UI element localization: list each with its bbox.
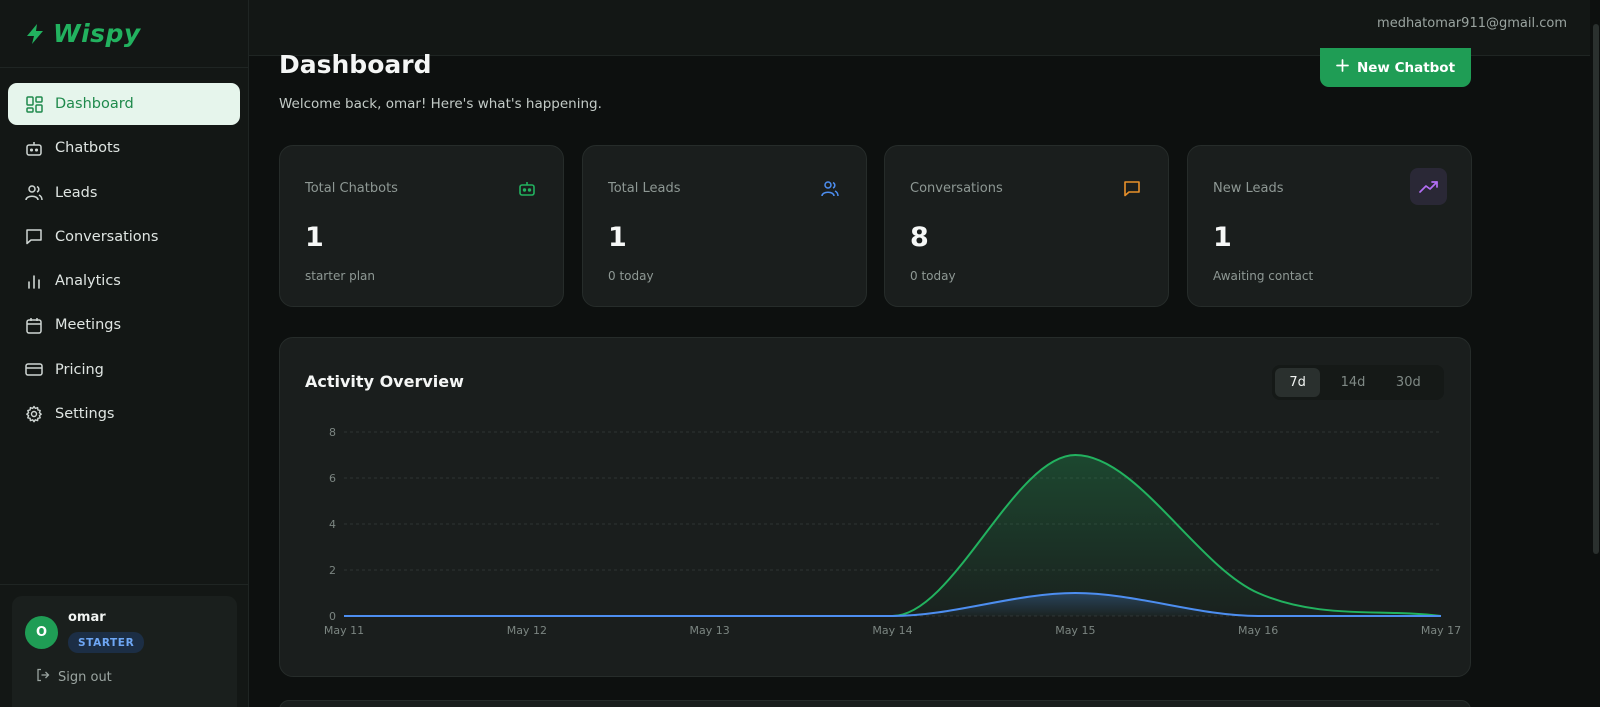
x-tick-label: May 14	[872, 624, 912, 637]
stat-sub: Awaiting contact	[1213, 269, 1314, 283]
bot-icon	[25, 139, 43, 157]
series-area-0	[344, 455, 1441, 616]
user-card: O omar STARTER Sign out	[12, 596, 237, 707]
stat-value: 1	[608, 222, 627, 253]
sidebar-item-analytics[interactable]: Analytics	[8, 260, 240, 302]
sidebar-item-label: Settings	[55, 406, 115, 423]
user-email[interactable]: medhatomar911@gmail.com	[1377, 16, 1567, 31]
sidebar-nav: Dashboard Chatbots Leads Conversations A…	[0, 68, 248, 435]
tab-30d[interactable]: 30d	[1395, 375, 1421, 390]
sidebar-item-pricing[interactable]: Pricing	[8, 349, 240, 391]
new-chatbot-button[interactable]: New Chatbot	[1320, 48, 1471, 87]
sign-out-icon	[36, 668, 50, 686]
stat-card-conversations[interactable]: Conversations 8 0 today	[884, 145, 1169, 307]
range-tabs: 7d 14d 30d	[1272, 365, 1444, 400]
page-subtitle: Welcome back, omar! Here's what's happen…	[279, 96, 602, 112]
series-line-0	[344, 453, 1442, 617]
stat-sub: 0 today	[608, 269, 654, 283]
sidebar-item-label: Dashboard	[55, 96, 134, 112]
plan-badge: STARTER	[68, 632, 145, 653]
y-tick-label: 2	[329, 564, 336, 577]
x-tick-label: May 12	[507, 624, 547, 637]
sidebar-item-settings[interactable]: Settings	[8, 393, 240, 435]
series-line-1	[344, 591, 1441, 617]
scroll-thumb[interactable]	[1593, 24, 1599, 554]
chart-title: Activity Overview	[305, 372, 464, 391]
page-title: Dashboard	[279, 50, 432, 79]
sidebar-item-leads[interactable]: Leads	[8, 172, 240, 214]
brand-name: Wispy	[53, 19, 141, 48]
stat-sub: starter plan	[305, 269, 375, 283]
stat-card-total-chatbots[interactable]: Total Chatbots 1 starter plan	[279, 145, 564, 307]
bot-icon	[515, 176, 539, 200]
sidebar-item-label: Analytics	[55, 273, 121, 290]
sidebar-item-chatbots[interactable]: Chatbots	[8, 127, 240, 169]
sidebar-item-meetings[interactable]: Meetings	[8, 304, 240, 346]
tab-14d[interactable]: 14d	[1340, 375, 1366, 390]
sidebar-item-label: Leads	[55, 184, 98, 201]
x-tick-label: May 16	[1238, 624, 1278, 637]
gear-icon	[25, 405, 43, 423]
stat-card-new-leads[interactable]: New Leads 1 Awaiting contact	[1187, 145, 1472, 307]
activity-overview-card: Activity Overview 7d 14d 30d 0 2 4 6 8 May 11…	[279, 337, 1471, 677]
stat-label: Total Chatbots	[305, 181, 398, 196]
users-icon	[818, 176, 842, 200]
plus-icon	[1336, 59, 1349, 76]
user-name: omar	[68, 610, 106, 625]
sidebar-divider	[0, 584, 249, 585]
y-tick-label: 8	[329, 426, 336, 439]
sidebar-item-dashboard[interactable]: Dashboard	[8, 83, 240, 125]
topbar: medhatomar911@gmail.com	[249, 0, 1600, 56]
credit-card-icon	[25, 361, 43, 379]
lightning-icon	[25, 23, 45, 45]
new-chatbot-label: New Chatbot	[1356, 59, 1456, 76]
sidebar: Wispy Dashboard Chatbots Leads Conversat…	[0, 0, 249, 707]
calendar-icon	[25, 316, 43, 334]
stat-label: Conversations	[910, 181, 1003, 196]
stat-label: Total Leads	[608, 181, 681, 196]
tab-7d[interactable]: 7d	[1275, 368, 1321, 397]
stat-sub: 0 today	[910, 269, 956, 283]
stat-value: 1	[305, 222, 324, 253]
scrollbar[interactable]	[1590, 0, 1600, 707]
activity-chart: 0 2 4 6 8 May 11 May 12 May 13 May 14 May 15 May 1…	[324, 426, 1461, 637]
next-section-card	[279, 700, 1471, 707]
stat-card-total-leads[interactable]: Total Leads 1 0 today	[582, 145, 867, 307]
series-area-1	[344, 593, 1441, 616]
message-icon	[25, 228, 43, 246]
sidebar-item-conversations[interactable]: Conversations	[8, 216, 240, 258]
sidebar-item-label: Pricing	[55, 361, 104, 378]
sidebar-item-label: Chatbots	[55, 140, 121, 157]
x-tick-label: May 17	[1421, 624, 1461, 637]
sidebar-item-label: Meetings	[55, 317, 122, 334]
y-tick-label: 4	[329, 518, 336, 531]
trending-up-icon	[1410, 168, 1447, 205]
message-icon	[1120, 176, 1144, 200]
dashboard-icon	[25, 95, 43, 113]
stat-value: 1	[1213, 222, 1232, 253]
x-tick-label: May 13	[690, 624, 730, 637]
y-tick-label: 0	[329, 610, 336, 623]
users-icon	[25, 184, 43, 202]
x-tick-label: May 15	[1055, 624, 1095, 637]
stat-label: New Leads	[1213, 181, 1284, 196]
bar-chart-icon	[25, 272, 43, 290]
sign-out-label: Sign out	[58, 669, 112, 685]
y-tick-label: 6	[329, 472, 336, 485]
sidebar-item-label: Conversations	[55, 228, 159, 245]
stat-value: 8	[910, 222, 929, 253]
avatar[interactable]: O	[25, 616, 58, 649]
brand[interactable]: Wispy	[0, 0, 248, 68]
x-tick-label: May 11	[324, 624, 364, 637]
sign-out-button[interactable]: Sign out	[36, 668, 112, 686]
